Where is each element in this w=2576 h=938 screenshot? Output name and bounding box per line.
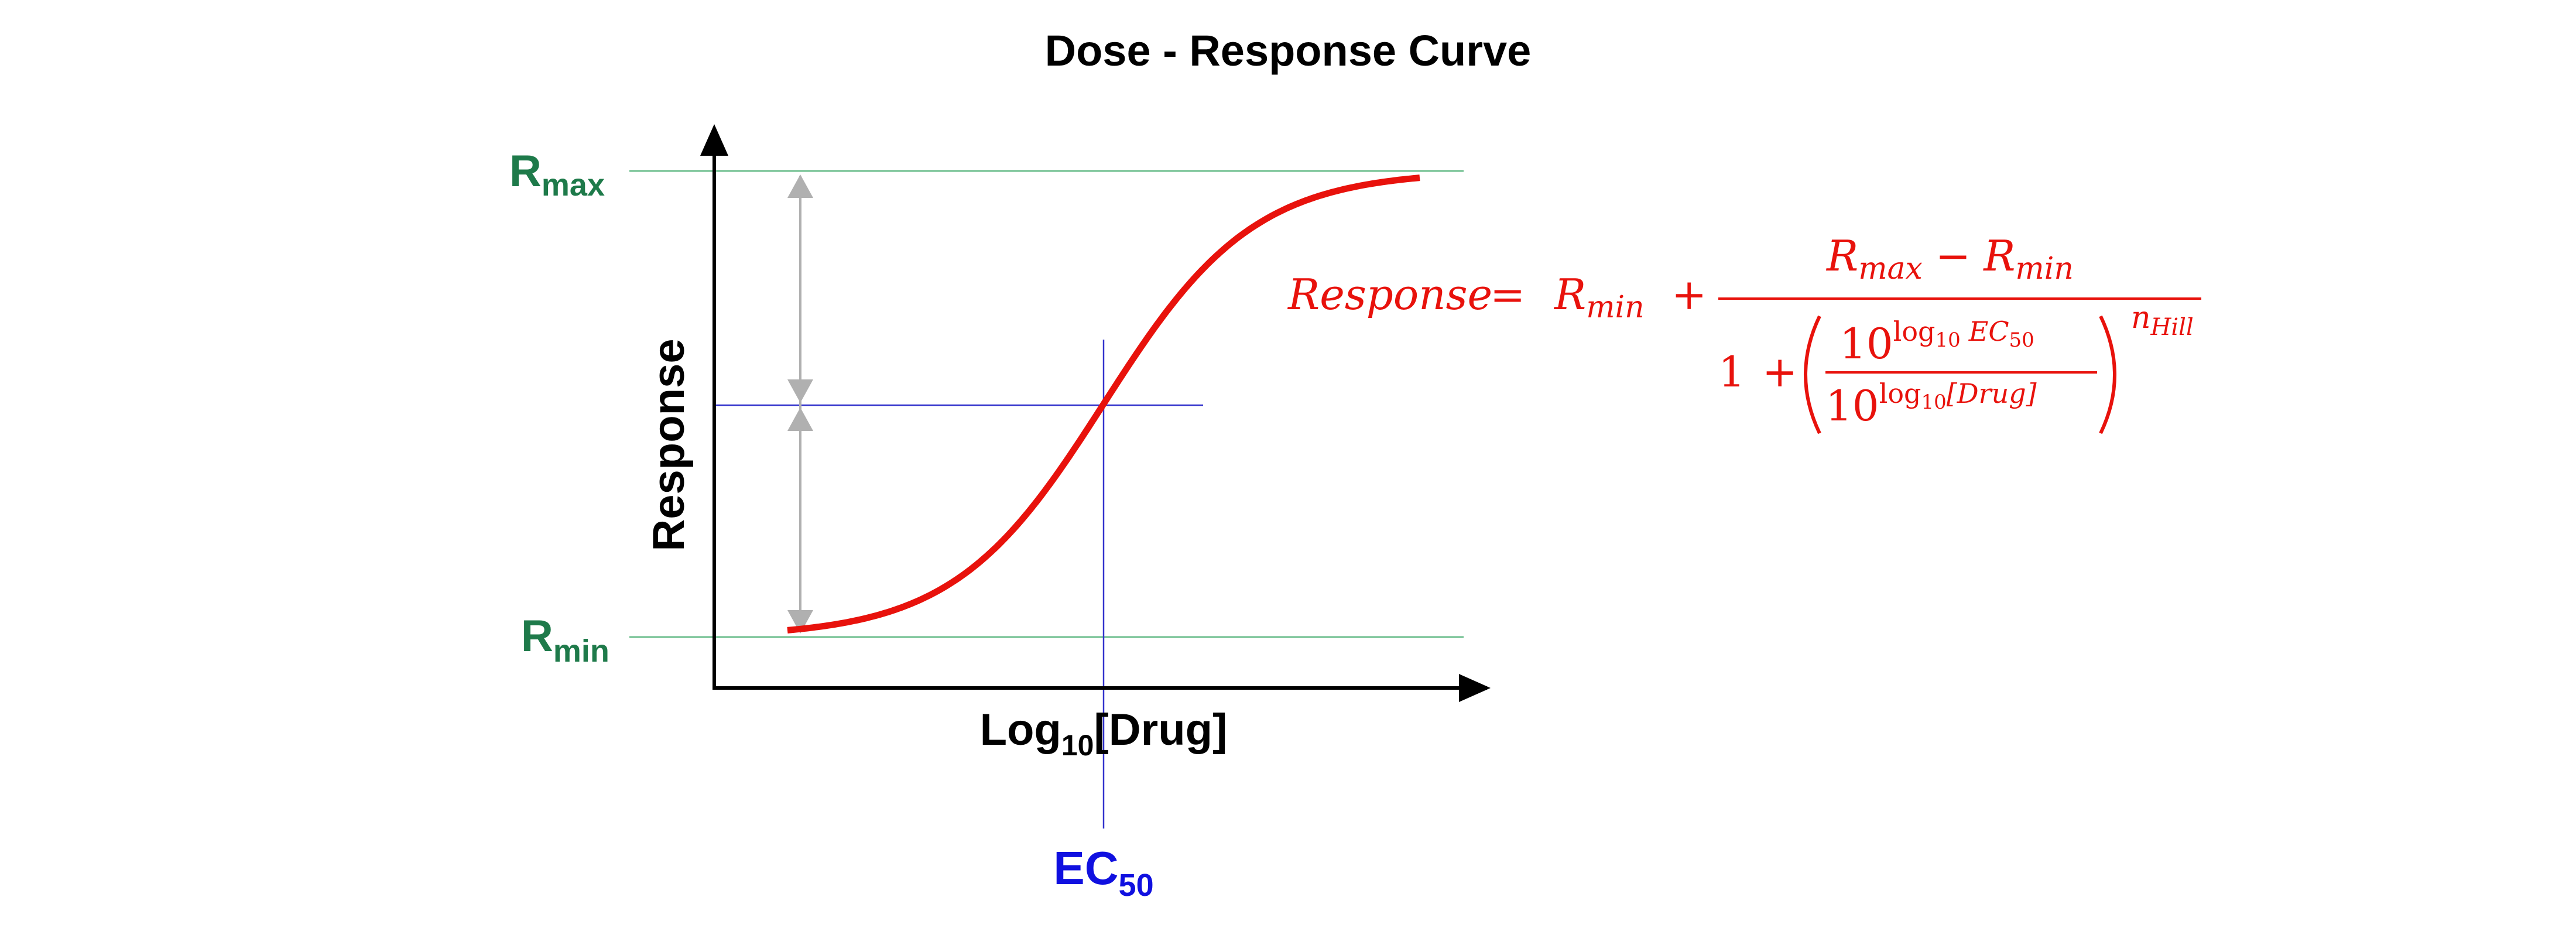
rmin-label: Rmin [521, 611, 609, 669]
equation-denominator-plus: + [1762, 347, 1797, 396]
y-axis-label: Response [644, 338, 694, 551]
dose-response-curve [787, 174, 1420, 634]
equation-lhs: Response [1287, 270, 1492, 319]
x-axis-label: Log10[Drug] [980, 705, 1228, 762]
equation-left-paren [1804, 315, 1821, 434]
equation-hill-exponent: nHill [2131, 300, 2194, 341]
equation-denominator-one: 1 [1718, 347, 1745, 396]
equation-plus: + [1671, 270, 1707, 319]
equation-inner-denominator: 10log10[Drug] [1825, 378, 2037, 430]
equation-right-paren [2099, 315, 2116, 434]
equation-inner-numerator: 10log10 EC50 [1839, 316, 2034, 368]
rmax-label: Rmax [509, 146, 605, 203]
hill-equation: Response = Rmin + Rmax − Rmin 1 + 10log10 E… [1287, 231, 2201, 434]
ec50-label: EC50 [1053, 842, 1153, 903]
equation-equals: = [1490, 270, 1525, 319]
diagram-title: Dose - Response Curve [1045, 26, 1532, 75]
equation-numerator: Rmax − Rmin [1825, 231, 2074, 286]
range-arrows [787, 174, 813, 634]
equation-rmin-term: Rmin [1553, 270, 1645, 325]
